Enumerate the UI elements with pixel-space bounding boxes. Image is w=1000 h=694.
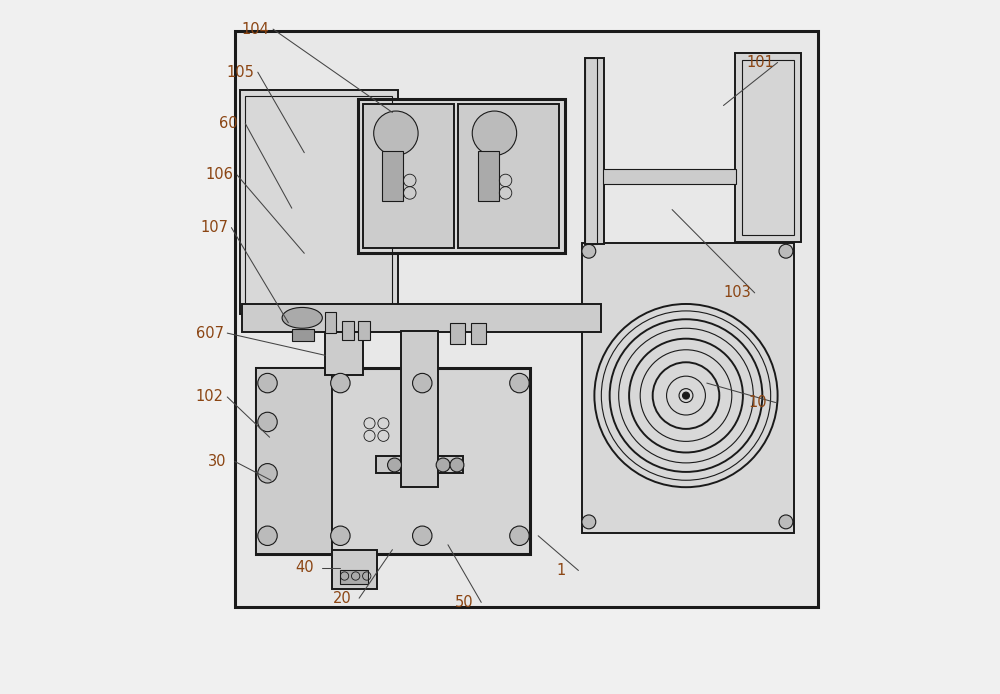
Text: 50: 50 [455, 595, 473, 610]
Text: 10: 10 [749, 395, 767, 410]
Circle shape [582, 515, 596, 529]
Circle shape [258, 526, 277, 545]
Bar [240, 90, 398, 314]
Bar [325, 332, 363, 375]
Bar [582, 243, 794, 533]
Bar [603, 169, 736, 184]
Text: 106: 106 [206, 167, 234, 183]
Bar [256, 368, 332, 554]
Bar [245, 96, 392, 308]
Text: 20: 20 [332, 591, 351, 606]
Circle shape [413, 373, 432, 393]
Bar [256, 368, 530, 554]
Bar [478, 151, 499, 201]
Bar [325, 312, 336, 333]
Circle shape [582, 244, 596, 258]
Bar [235, 31, 818, 607]
Bar [401, 331, 438, 487]
Circle shape [472, 111, 517, 155]
Circle shape [779, 244, 793, 258]
Circle shape [436, 458, 450, 472]
Bar [363, 104, 454, 248]
Circle shape [331, 526, 350, 545]
Bar [292, 329, 314, 341]
Bar [376, 456, 463, 473]
Text: 105: 105 [227, 65, 254, 80]
Circle shape [450, 458, 464, 472]
Bar [585, 58, 597, 244]
Bar [342, 321, 354, 340]
Circle shape [510, 373, 529, 393]
Circle shape [258, 464, 277, 483]
Bar [382, 151, 403, 201]
Bar [742, 60, 794, 235]
Bar [332, 550, 377, 589]
Bar [471, 323, 486, 344]
Text: 102: 102 [196, 389, 224, 405]
Text: 107: 107 [200, 220, 228, 235]
Bar [585, 58, 604, 244]
Bar [242, 304, 601, 332]
Circle shape [413, 526, 432, 545]
Bar [358, 99, 565, 253]
Bar [358, 321, 370, 340]
Ellipse shape [282, 307, 322, 328]
Circle shape [331, 373, 350, 393]
Bar [735, 53, 801, 242]
Circle shape [510, 526, 529, 545]
Text: 40: 40 [295, 560, 314, 575]
Bar [458, 104, 559, 248]
Circle shape [374, 111, 418, 155]
Text: 101: 101 [746, 55, 774, 70]
Text: 30: 30 [208, 454, 227, 469]
Text: 607: 607 [196, 325, 224, 341]
Bar [450, 323, 465, 344]
Circle shape [258, 412, 277, 432]
Text: 103: 103 [723, 285, 751, 301]
Circle shape [388, 458, 401, 472]
Bar [340, 570, 368, 584]
Text: 60: 60 [219, 116, 237, 131]
Text: 104: 104 [242, 22, 270, 37]
Circle shape [258, 373, 277, 393]
Circle shape [779, 515, 793, 529]
Text: 1: 1 [556, 563, 566, 578]
Circle shape [683, 392, 689, 399]
